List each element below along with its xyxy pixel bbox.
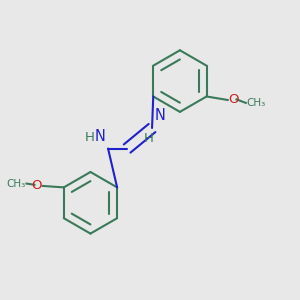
Text: H: H [85, 131, 95, 144]
Text: H: H [144, 132, 154, 145]
Text: CH₃: CH₃ [7, 178, 26, 189]
Text: N: N [95, 129, 106, 144]
Text: CH₃: CH₃ [247, 98, 266, 108]
Text: N: N [154, 108, 165, 123]
Text: O: O [32, 179, 42, 192]
Text: O: O [228, 93, 239, 106]
